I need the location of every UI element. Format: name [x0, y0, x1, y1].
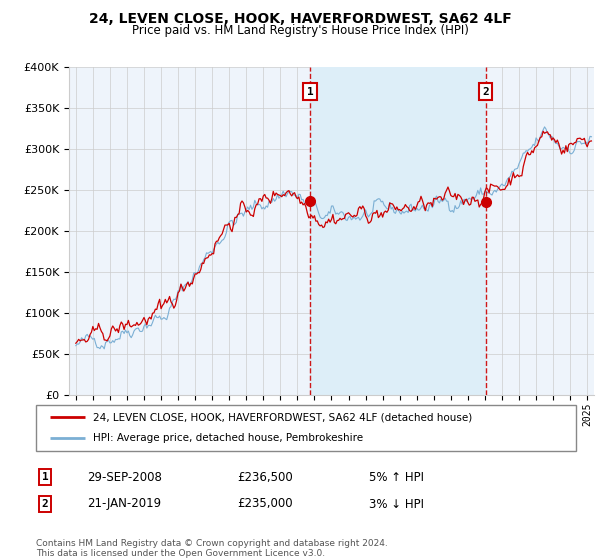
Text: 24, LEVEN CLOSE, HOOK, HAVERFORDWEST, SA62 4LF: 24, LEVEN CLOSE, HOOK, HAVERFORDWEST, SA… — [89, 12, 511, 26]
Text: 3% ↓ HPI: 3% ↓ HPI — [369, 497, 424, 511]
Text: 21-JAN-2019: 21-JAN-2019 — [87, 497, 161, 511]
Text: 1: 1 — [41, 472, 49, 482]
Text: 5% ↑ HPI: 5% ↑ HPI — [369, 470, 424, 484]
Text: 2: 2 — [41, 499, 49, 509]
Text: £236,500: £236,500 — [237, 470, 293, 484]
Text: 1: 1 — [307, 87, 314, 97]
Text: Contains HM Land Registry data © Crown copyright and database right 2024.
This d: Contains HM Land Registry data © Crown c… — [36, 539, 388, 558]
Text: HPI: Average price, detached house, Pembrokeshire: HPI: Average price, detached house, Pemb… — [92, 433, 363, 444]
Text: 29-SEP-2008: 29-SEP-2008 — [87, 470, 162, 484]
Text: £235,000: £235,000 — [237, 497, 293, 511]
Text: 24, LEVEN CLOSE, HOOK, HAVERFORDWEST, SA62 4LF (detached house): 24, LEVEN CLOSE, HOOK, HAVERFORDWEST, SA… — [92, 412, 472, 422]
Text: 2: 2 — [482, 87, 489, 97]
Text: Price paid vs. HM Land Registry's House Price Index (HPI): Price paid vs. HM Land Registry's House … — [131, 24, 469, 36]
